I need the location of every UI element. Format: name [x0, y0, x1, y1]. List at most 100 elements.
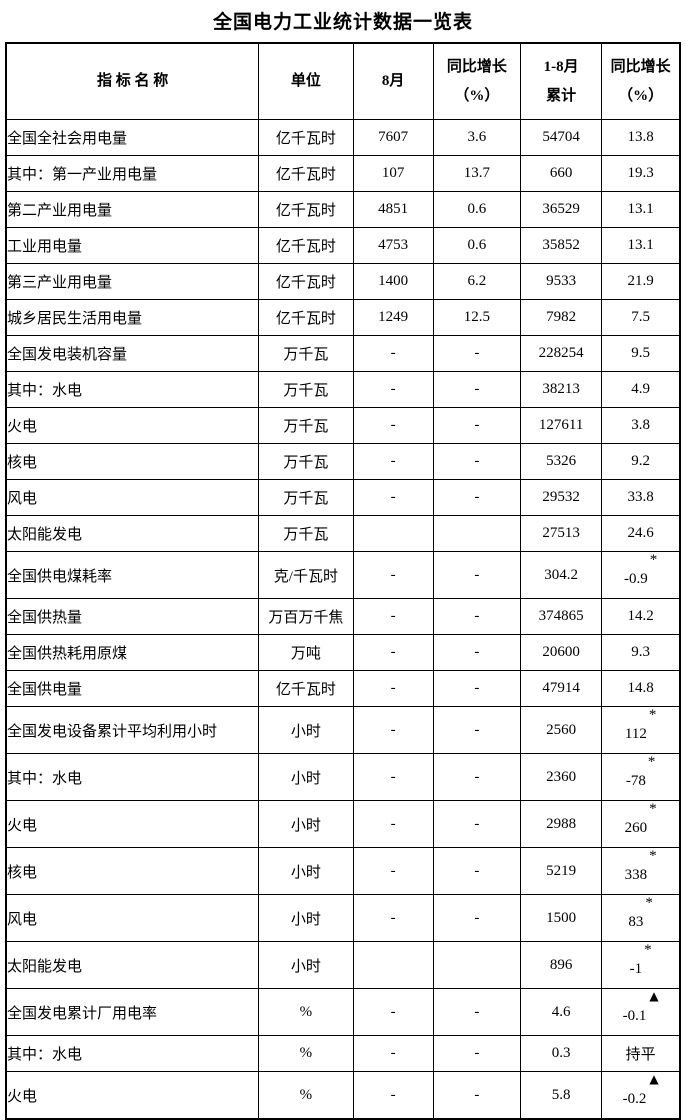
cumulative-yoy-value: 9.2: [631, 453, 650, 469]
month-value-cell: -: [352, 1071, 434, 1120]
month-value-cell: -: [352, 407, 434, 444]
month-value-cell: -: [352, 706, 434, 754]
column-header-cumulative: 1-8月 累计: [519, 42, 603, 120]
month-yoy-cell: -: [432, 670, 522, 707]
indicator-cell: 火电: [5, 407, 260, 444]
header-label: 单位: [290, 73, 321, 90]
indicator-cell: 其中：第一产业用电量: [5, 155, 260, 192]
cumulative-yoy-cell: 4.9: [601, 371, 681, 408]
unit-cell: 万千瓦: [258, 335, 354, 372]
table-row: 核电 万千瓦 - -5326 9.2: [5, 443, 681, 480]
indicator-cell: 全国供电煤耗率: [5, 551, 260, 599]
unit-cell: 亿千瓦时: [258, 191, 354, 228]
month-value-cell: -: [352, 479, 434, 516]
cumulative-value-cell: 20600: [519, 634, 603, 671]
month-value-cell: [352, 941, 434, 989]
month-value-cell: -: [352, 894, 434, 942]
cumulative-value-cell: 1500: [519, 894, 603, 942]
table-row: 全国全社会用电量 亿千瓦时 7607 3.6 54704 13.8: [5, 119, 681, 156]
cumulative-value-cell: 36529: [519, 191, 603, 228]
table-row: 全国发电设备累计平均利用小时 小时 - -2560 112*: [5, 706, 681, 754]
unit-cell: 万千瓦: [258, 407, 354, 444]
indicator-cell: 风电: [5, 894, 260, 942]
month-value-cell: -: [352, 800, 434, 848]
cumulative-yoy-value: -0.1: [622, 1007, 647, 1024]
table-row: 全国供电煤耗率 克/千瓦时 - -304.2 -0.9*: [5, 551, 681, 599]
unit-cell: 小时: [258, 941, 354, 989]
month-value-cell: -: [352, 988, 434, 1036]
indicator-cell: 第二产业用电量: [5, 191, 260, 228]
table-row: 太阳能发电 万千瓦 27513 24.6: [5, 515, 681, 552]
indicator-cell: 全国发电装机容量: [5, 335, 260, 372]
column-header-cumulative-yoy: 同比增长 （%）: [601, 42, 681, 120]
cumulative-yoy-value: 7.5: [631, 309, 650, 325]
header-label-line1: 同比增长: [446, 58, 507, 75]
month-yoy-cell: -: [432, 443, 522, 480]
month-value-cell: -: [352, 598, 434, 635]
table-row: 全国发电累计厂用电率% - -4.6 -0.1▲: [5, 988, 681, 1036]
header-label-line1: 同比增长: [610, 58, 671, 75]
unit-cell: 小时: [258, 706, 354, 754]
month-value-cell: -: [352, 335, 434, 372]
cumulative-yoy-cell: 19.3: [601, 155, 681, 192]
unit-cell: 万千瓦: [258, 479, 354, 516]
table-row: 全国供热量 万百万千焦 - -374865 14.2: [5, 598, 681, 635]
cumulative-yoy-cell: -78*: [601, 753, 681, 801]
header-label: 指 标 名 称: [96, 73, 169, 90]
cumulative-value-cell: 7982: [519, 299, 603, 336]
month-yoy-cell: [432, 941, 522, 989]
indicator-cell: 核电: [5, 847, 260, 895]
statistics-table: 指 标 名 称 单位 8月 同比增长 （%） 1-8月 累计 同比增长 （%） …: [5, 42, 681, 1120]
cumulative-value-cell: 9533: [519, 263, 603, 300]
cumulative-yoy-cell: 21.9: [601, 263, 681, 300]
month-yoy-cell: 0.6: [432, 227, 522, 264]
cumulative-value-cell: 304.2: [519, 551, 603, 599]
table-row: 火电 万千瓦 - -127611 3.8: [5, 407, 681, 444]
cumulative-yoy-value: 4.9: [631, 381, 650, 397]
month-value-cell: -: [352, 634, 434, 671]
month-value-cell: 1249: [352, 299, 434, 336]
cumulative-yoy-value: 14.2: [627, 608, 654, 624]
cumulative-value-cell: 2560: [519, 706, 603, 754]
cumulative-yoy-cell: -1*: [601, 941, 681, 989]
month-yoy-cell: [432, 515, 522, 552]
indicator-cell: 其中：水电: [5, 1035, 260, 1072]
cumulative-yoy-cell: 260*: [601, 800, 681, 848]
month-value-cell: -: [352, 670, 434, 707]
cumulative-yoy-value: -1: [629, 960, 643, 977]
cumulative-value-cell: 228254: [519, 335, 603, 372]
table-row: 太阳能发电 小时 896 -1*: [5, 941, 681, 989]
cumulative-yoy-cell: 9.5: [601, 335, 681, 372]
indicator-cell: 火电: [5, 800, 260, 848]
month-yoy-cell: -: [432, 800, 522, 848]
month-value-cell: -: [352, 847, 434, 895]
month-yoy-cell: -: [432, 1071, 522, 1120]
cumulative-value-cell: 27513: [519, 515, 603, 552]
month-value-cell: -: [352, 1035, 434, 1072]
month-yoy-cell: -: [432, 551, 522, 599]
unit-cell: %: [258, 1071, 354, 1120]
cumulative-yoy-value: 13.1: [627, 201, 654, 217]
cumulative-yoy-cell: 3.8: [601, 407, 681, 444]
month-yoy-cell: -: [432, 706, 522, 754]
cumulative-yoy-cell: 83*: [601, 894, 681, 942]
month-value-cell: -: [352, 753, 434, 801]
table-row: 全国发电装机容量 万千瓦 - -228254 9.5: [5, 335, 681, 372]
cumulative-yoy-cell: 338*: [601, 847, 681, 895]
cumulative-yoy-cell: 持平: [601, 1035, 681, 1072]
unit-cell: 小时: [258, 894, 354, 942]
unit-cell: 亿千瓦时: [258, 263, 354, 300]
indicator-cell: 火电: [5, 1071, 260, 1120]
cumulative-yoy-cell: 9.3: [601, 634, 681, 671]
cumulative-value-cell: 5326: [519, 443, 603, 480]
month-value-cell: -: [352, 551, 434, 599]
indicator-cell: 太阳能发电: [5, 515, 260, 552]
unit-cell: %: [258, 988, 354, 1036]
column-header-august: 8月: [352, 42, 434, 120]
cumulative-yoy-value: 338: [624, 866, 648, 883]
indicator-cell: 城乡居民生活用电量: [5, 299, 260, 336]
unit-cell: 亿千瓦时: [258, 155, 354, 192]
month-yoy-cell: 6.2: [432, 263, 522, 300]
table-row: 其中：第一产业用电量 亿千瓦时 107 13.7 660 19.3: [5, 155, 681, 192]
cumulative-yoy-value: -0.9: [623, 570, 648, 587]
